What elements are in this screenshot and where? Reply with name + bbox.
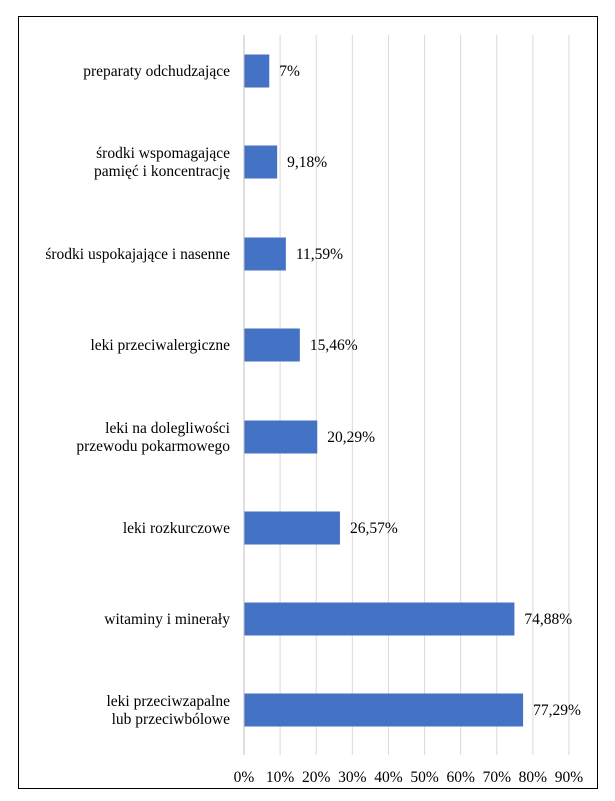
bar	[244, 54, 270, 88]
data-label: 9,18%	[287, 154, 327, 171]
category-label-line: preparaty odchudzające	[83, 63, 230, 80]
category-label-line: leki przeciwalergiczne	[90, 337, 230, 354]
bar	[244, 511, 340, 545]
data-label: 11,59%	[296, 246, 343, 263]
bar	[244, 602, 515, 636]
category-label-line: środki wspomagające	[96, 145, 230, 162]
category-label-line: leki przeciwzapalne	[107, 693, 231, 710]
x-tick-label: 70%	[483, 769, 512, 786]
category-label-line: przewodu pokarmowego	[76, 438, 230, 455]
x-tick-label: 20%	[302, 769, 331, 786]
category-label: leki na dolegliwości przewodu pokarmowego	[76, 420, 230, 455]
data-label: 7%	[279, 63, 300, 80]
category-label-line: lub przeciwbólowe	[112, 711, 230, 728]
x-tick-label: 10%	[266, 769, 295, 786]
category-label: preparaty odchudzające	[83, 63, 230, 80]
category-label: leki rozkurczowe	[123, 520, 230, 537]
x-tick-label: 40%	[374, 769, 403, 786]
data-label: 77,29%	[533, 702, 581, 719]
category-label: leki przeciwzapalne lub przeciwbólowe	[107, 693, 231, 728]
bar	[244, 693, 524, 727]
category-label: witaminy i minerały	[104, 611, 230, 628]
category-label-line: leki na dolegliwości	[105, 420, 231, 437]
category-label-line: pamięć i koncentrację	[94, 163, 230, 180]
category-label-line: leki rozkurczowe	[123, 520, 230, 537]
category-label: środki wspomagające pamięć i koncentrację	[94, 145, 230, 180]
x-tick-label: 0%	[234, 769, 255, 786]
category-label-line: witaminy i minerały	[104, 611, 230, 628]
bar	[244, 237, 286, 271]
data-label: 26,57%	[350, 520, 398, 537]
data-label: 20,29%	[327, 429, 375, 446]
category-label: leki przeciwalergiczne	[90, 337, 230, 354]
chart-frame	[18, 16, 598, 789]
category-label-line: środki uspokajające i nasenne	[45, 246, 230, 263]
x-tick-label: 60%	[446, 769, 475, 786]
x-tick-label: 90%	[555, 769, 584, 786]
data-label: 74,88%	[524, 611, 572, 628]
bar	[244, 328, 300, 362]
x-tick-label: 80%	[519, 769, 548, 786]
data-label: 15,46%	[310, 337, 358, 354]
bar	[244, 145, 278, 179]
category-label: środki uspokajające i nasenne	[45, 246, 230, 263]
x-tick-label: 30%	[338, 769, 367, 786]
bar	[244, 420, 318, 454]
x-tick-label: 50%	[410, 769, 439, 786]
